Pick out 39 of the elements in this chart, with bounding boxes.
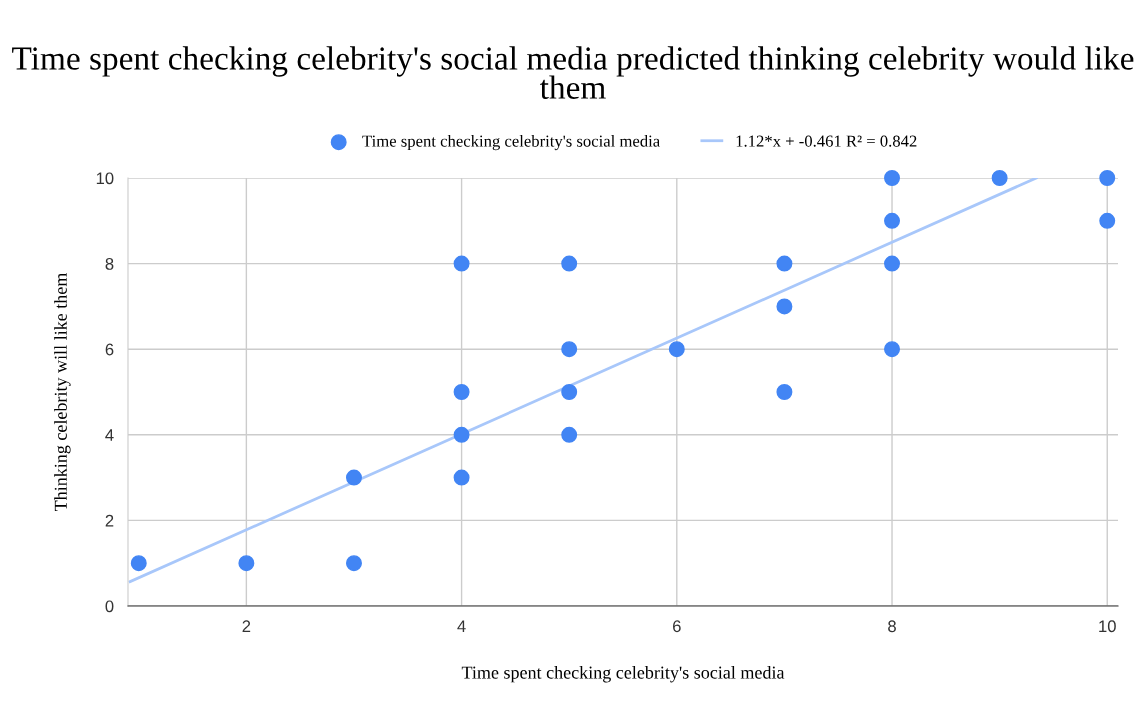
x-tick-label: 8: [888, 620, 896, 633]
point: [776, 298, 793, 315]
y-tick-label: 4: [105, 429, 114, 441]
point: [561, 341, 578, 358]
legend-label: Time spent checking celebrity's social media: [362, 135, 660, 151]
point: [453, 384, 470, 400]
x-tick-label: 2: [242, 620, 251, 632]
point: [453, 469, 470, 486]
point: [453, 255, 470, 272]
chart-title: Time spent checking celebrity's social media predicted thinking celebrity would like them: [12, 46, 1134, 99]
point: [668, 341, 685, 358]
y-tick-label: 10: [96, 172, 114, 185]
x-tick-label: 4: [457, 620, 466, 632]
x-tick-label: 6: [673, 620, 681, 633]
point: [561, 255, 578, 272]
point: [561, 426, 578, 443]
y-tick-label: 6: [105, 343, 114, 356]
point: [345, 555, 362, 572]
y-tick-label: 2: [105, 514, 114, 527]
point: [776, 255, 793, 272]
point: [1099, 170, 1116, 186]
point: [238, 555, 255, 572]
point: [884, 170, 901, 186]
x-axis-title: Time spent checking celebrity's social media: [461, 665, 785, 683]
point: [884, 212, 901, 229]
point: [345, 469, 362, 486]
point: [884, 255, 901, 272]
legend-label: 1.12*x + -0.461 R² = 0.842: [736, 135, 917, 147]
x-tick-label: 10: [1099, 620, 1116, 633]
point: [130, 555, 147, 572]
y-axis-title: Thinking celebrity will like them: [54, 272, 71, 512]
y-tick-label: 0: [105, 600, 114, 613]
y-tick-label: 8: [105, 258, 114, 270]
point: [884, 341, 901, 358]
point: [1099, 212, 1116, 229]
point: [776, 384, 793, 400]
point: [991, 170, 1008, 186]
point: [453, 426, 470, 443]
point: [561, 384, 578, 400]
